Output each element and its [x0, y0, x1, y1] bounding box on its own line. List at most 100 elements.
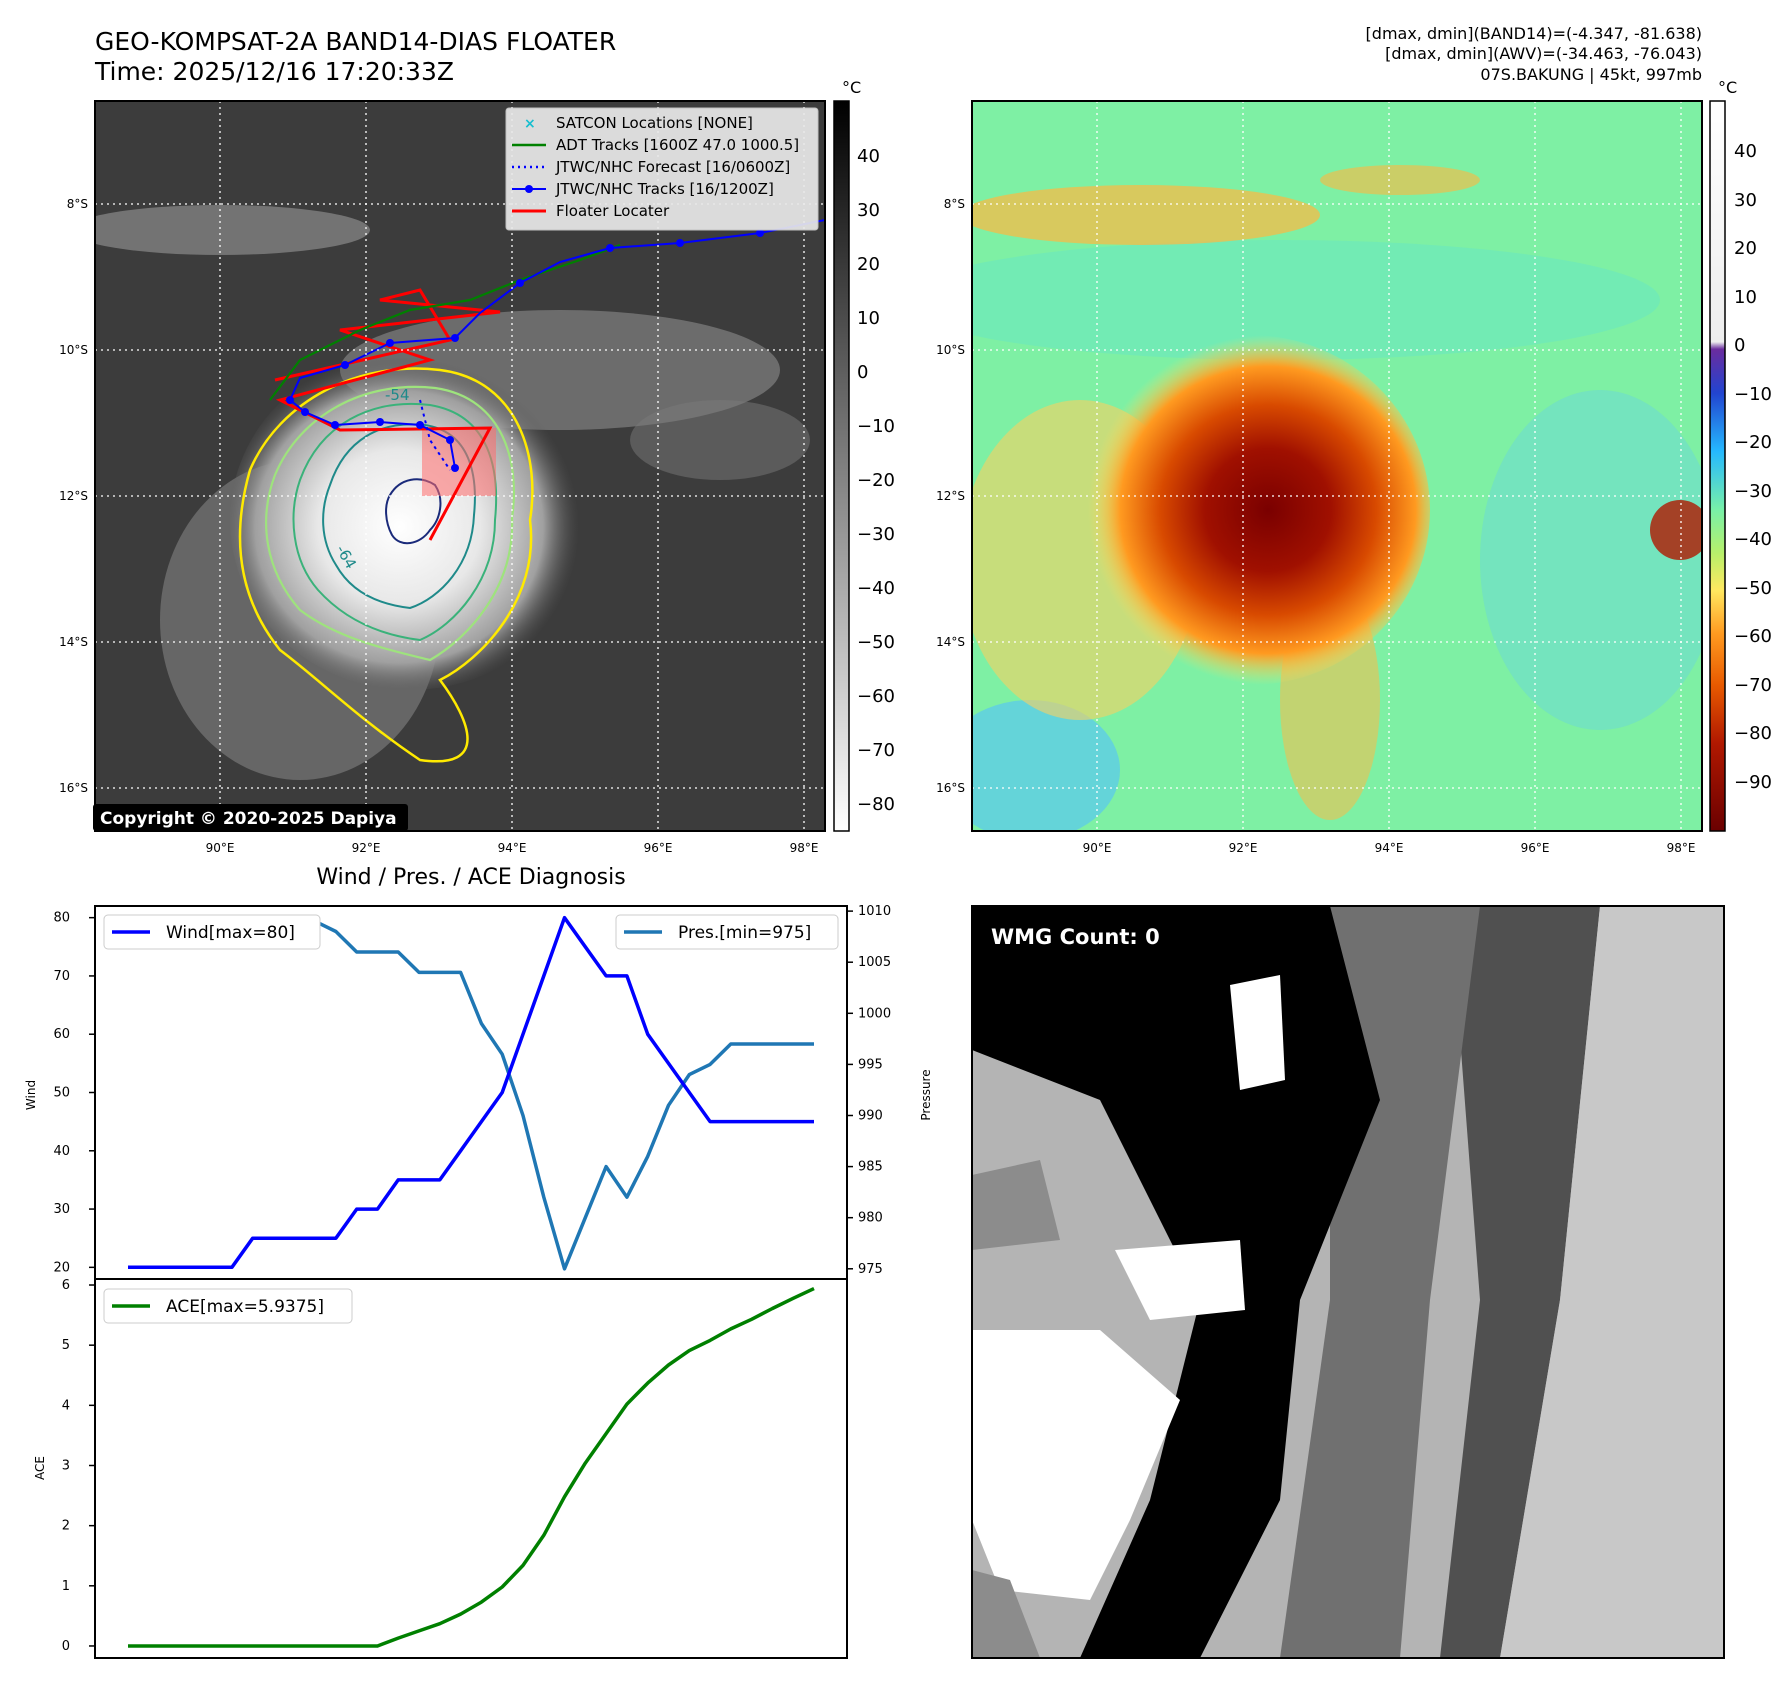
colorbar-tick: 40	[1734, 141, 1757, 162]
legend-label: Wind[max=80]	[166, 923, 295, 943]
wmg-region-gray	[972, 1570, 1040, 1658]
tick-label: 995	[858, 1057, 883, 1072]
pressure-axis-ticks: 1010 1005 1000 995 990 985 980 975	[847, 904, 891, 1277]
tick-label: 980	[858, 1211, 883, 1226]
colorbar-tick: 10	[1734, 287, 1757, 308]
colorbar-tick: −20	[1734, 432, 1772, 453]
tick-label: 0	[62, 1639, 70, 1654]
colorbar-tick: −50	[857, 632, 895, 653]
wmg-region-white	[972, 1330, 1180, 1600]
color-colorbar-ticks: 40 30 20 10 0 −10 −20 −30 −40 −50 −60 −7…	[1734, 141, 1772, 793]
wind-line	[128, 915, 814, 1270]
wmg-region-gray	[972, 1160, 1060, 1250]
tick-label: 30	[53, 1202, 70, 1217]
tick-label: 80	[53, 911, 70, 926]
wmg-count-label: WMG Count: 0	[991, 925, 1160, 949]
info-awv: [dmax, dmin](AWV)=(-34.463, -76.043)	[1385, 44, 1702, 63]
cool-region	[972, 700, 1120, 831]
lon-tick: 98°E	[1667, 841, 1696, 855]
colorbar-tick: −50	[1734, 578, 1772, 599]
lat-tick: 10°S	[59, 343, 88, 357]
diagnosis-title: Wind / Pres. / ACE Diagnosis	[316, 865, 625, 890]
copyright-badge	[93, 804, 408, 831]
grayscale-colorbar	[833, 100, 850, 832]
legend-label: JTWC/NHC Tracks [16/1200Z]	[555, 180, 774, 198]
tick-label: 975	[858, 1262, 883, 1277]
map-legend: × SATCON Locations [NONE] ADT Tracks [16…	[505, 107, 819, 231]
adt-track	[269, 243, 621, 401]
colorbar-tick: −40	[857, 578, 895, 599]
wmg-region-light	[1500, 906, 1724, 1658]
figure-title: GEO-KOMPSAT-2A BAND14-DIAS FLOATER	[95, 27, 616, 56]
legend-label: SATCON Locations [NONE]	[556, 114, 753, 132]
jtwc-track-points	[286, 229, 764, 472]
cool-region	[1480, 390, 1702, 730]
legend-entry-adt: ADT Tracks [1600Z 47.0 1000.5]	[512, 136, 799, 154]
colorbar-tick: −30	[857, 524, 895, 545]
legend-entry-satcon: × SATCON Locations [NONE]	[524, 114, 753, 132]
legend-label: Pres.[min=975]	[678, 923, 811, 943]
wmg-region-dark	[1440, 906, 1600, 1658]
colorbar-tick: 30	[857, 200, 880, 221]
tick-label: 985	[858, 1160, 883, 1175]
colorbar-tick: −60	[1734, 626, 1772, 647]
tick-label: 70	[53, 969, 70, 984]
cloud-band	[630, 400, 810, 480]
tick-label: 6	[62, 1278, 70, 1293]
contour-green	[292, 403, 498, 642]
colorbar-tick: −80	[857, 794, 895, 815]
lat-tick: 8°S	[944, 197, 965, 211]
contour-navy	[385, 478, 442, 545]
contour-yellow	[238, 367, 534, 763]
info-band14: [dmax, dmin](BAND14)=(-4.347, -81.638)	[1366, 24, 1702, 43]
tick-label: 2	[62, 1519, 70, 1534]
colorbar-unit: °C	[1718, 78, 1737, 97]
lon-tick: 92°E	[1229, 841, 1258, 855]
lat-tick: 16°S	[59, 781, 88, 795]
colorbar-unit: °C	[842, 78, 861, 97]
legend-entry-forecast: JTWC/NHC Forecast [16/0600Z]	[512, 158, 790, 176]
colorbar-tick: −70	[1734, 675, 1772, 696]
wmg-frame	[971, 905, 1725, 1659]
lat-tick: 12°S	[59, 489, 88, 503]
grayscale-colorbar-ticks: 40 30 20 10 0 −10 −20 −30 −40 −50 −60 −7…	[857, 146, 895, 815]
color-colorbar	[1709, 100, 1726, 832]
ace-legend: ACE[max=5.9375]	[103, 1288, 353, 1324]
colorbar-tick: −30	[1734, 481, 1772, 502]
tick-label: 5	[62, 1338, 70, 1353]
lon-tick: 94°E	[1375, 841, 1404, 855]
tick-label: 60	[53, 1027, 70, 1042]
ir-map-panel: -54 -64	[59, 78, 895, 855]
lon-tick-labels: 90°E 92°E 94°E 96°E 98°E	[206, 841, 819, 855]
wmg-panel: WMG Count: 0	[971, 905, 1725, 1659]
wind-axis-ticks: 80 70 60 50 40 30 20	[53, 911, 95, 1275]
lon-tick: 90°E	[1083, 841, 1112, 855]
colorbar-tick: −80	[1734, 723, 1772, 744]
storm-core	[1070, 335, 1430, 685]
colorbar-tick: 40	[857, 146, 880, 167]
lat-tick: 16°S	[936, 781, 965, 795]
cool-region	[972, 240, 1660, 360]
color-map-frame	[971, 100, 1703, 832]
lon-tick: 94°E	[498, 841, 527, 855]
lat-tick: 14°S	[936, 635, 965, 649]
warm-band	[1320, 165, 1480, 195]
legend-entry-floater: Floater Locater	[512, 202, 670, 220]
colorbar-tick: −70	[857, 740, 895, 761]
color-map-panel: 8°S 10°S 12°S 14°S 16°S 90°E 92°E 94°E 9…	[936, 78, 1772, 855]
satcon-marker-icon: ×	[524, 116, 536, 132]
copyright-text: Copyright © 2020-2025 Dapiya	[100, 809, 397, 829]
hot-spot	[1650, 500, 1702, 560]
ace-chart: 6 5 4 3 2 1 0 ACE ACE[max=5.9375]	[33, 1278, 848, 1659]
ace-axis-label: ACE	[33, 1456, 47, 1480]
colorbar-tick: −10	[1734, 384, 1772, 405]
lon-tick: 98°E	[790, 841, 819, 855]
legend-label: Floater Locater	[556, 202, 670, 220]
jtwc-forecast-track	[419, 399, 451, 471]
pressure-axis-label: Pressure	[919, 1069, 933, 1120]
pressure-legend: Pres.[min=975]	[615, 914, 839, 950]
colorbar-tick: 30	[1734, 190, 1757, 211]
ace-line	[128, 1287, 815, 1648]
wind-axis-label: Wind	[24, 1080, 38, 1110]
